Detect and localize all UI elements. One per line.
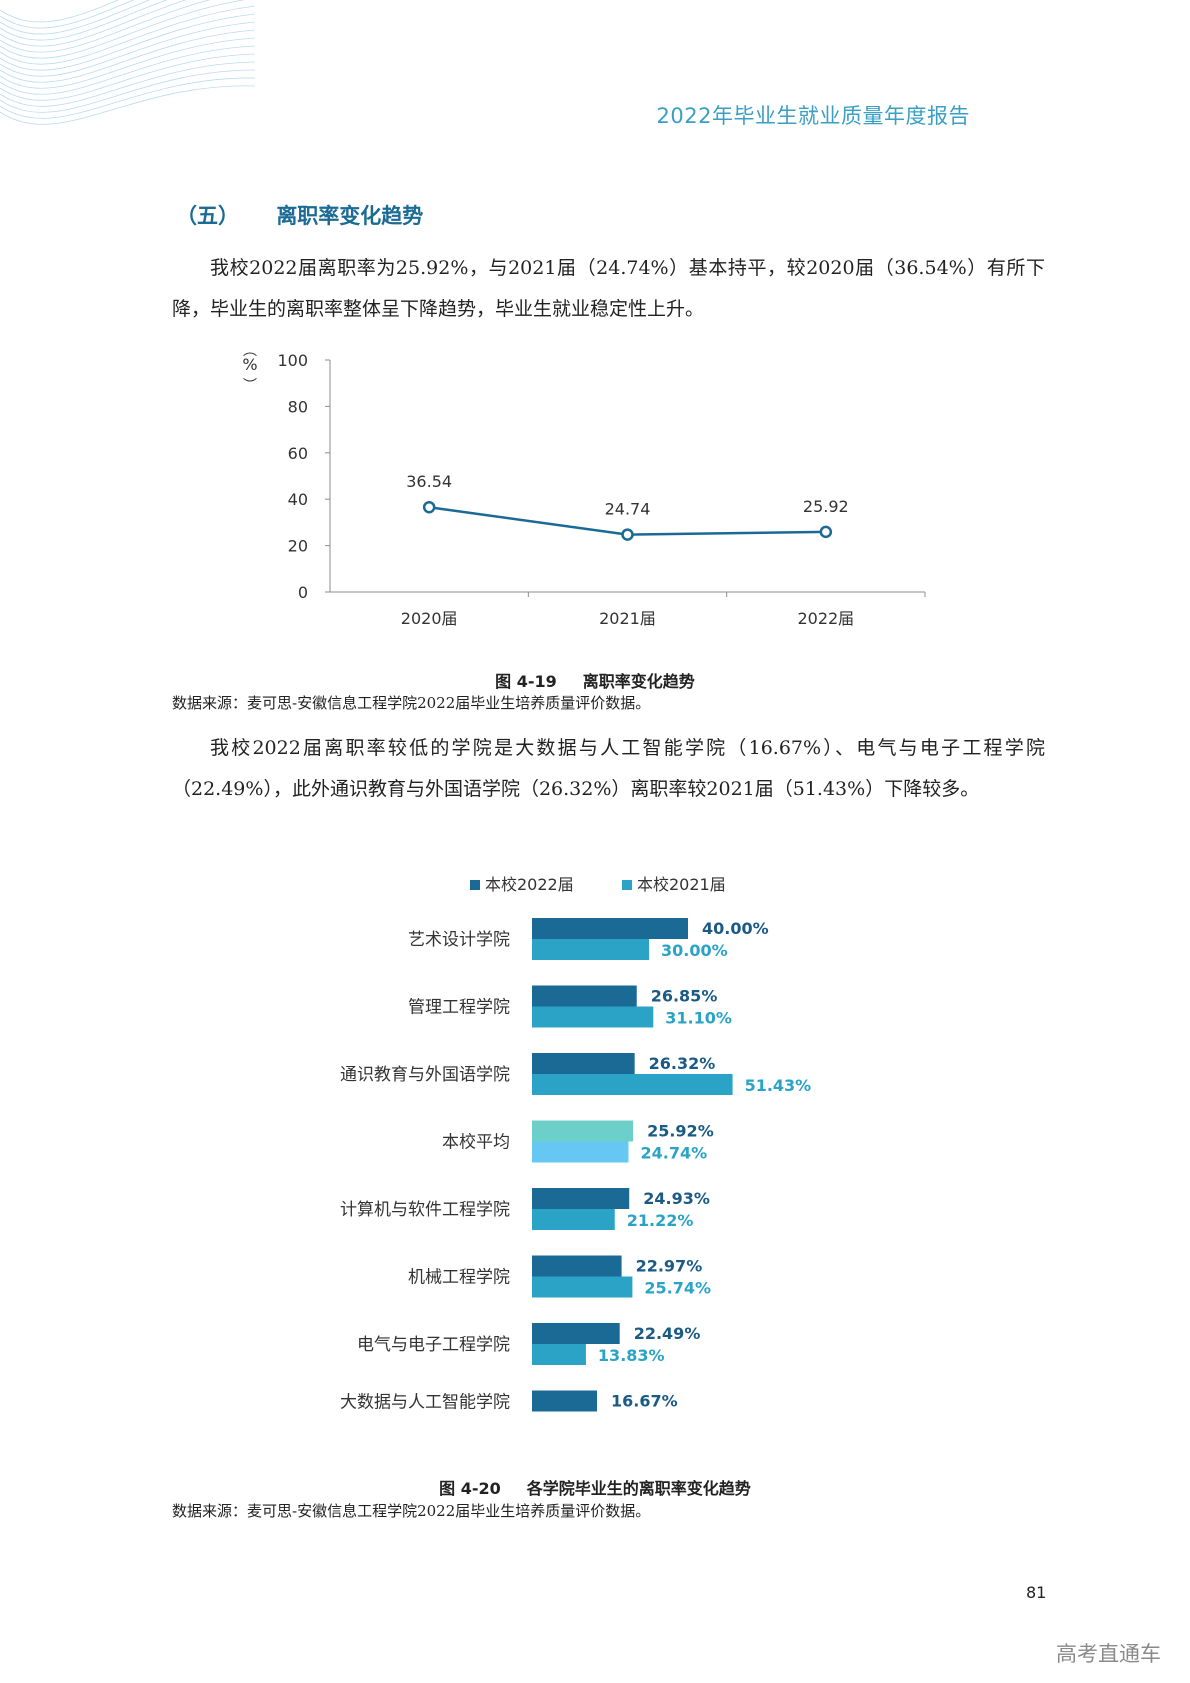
bar-2021-label: 25.74% xyxy=(644,1279,711,1298)
decoration-line xyxy=(0,61,256,107)
legend-label: 本校2022届 xyxy=(485,875,574,894)
legend-swatch xyxy=(470,880,480,890)
bar-2022 xyxy=(532,918,688,939)
bar-2021-label: 51.43% xyxy=(745,1076,812,1095)
bar-2022-label: 16.67% xyxy=(611,1392,678,1411)
bar-2022-label: 22.49% xyxy=(634,1324,701,1343)
decoration-line xyxy=(0,0,168,41)
y-axis-label-paren: ︶ xyxy=(243,378,257,394)
category-label: 艺术设计学院 xyxy=(408,930,510,950)
section-number: （五） xyxy=(176,204,239,228)
figure2-title: 各学院毕业生的离职率变化趋势 xyxy=(526,1479,751,1498)
page-number: 81 xyxy=(1026,1583,1047,1602)
figure1-source: 数据来源：麦可思-安徽信息工程学院2022届毕业生培养质量评价数据。 xyxy=(172,694,651,712)
y-axis-label-paren: ︵ xyxy=(243,343,257,359)
x-tick-label: 2020届 xyxy=(401,609,458,628)
data-label: 36.54 xyxy=(406,472,452,491)
bar-2021-label: 24.74% xyxy=(640,1144,707,1163)
bar-2021-label: 13.83% xyxy=(598,1346,665,1365)
decoration-line xyxy=(0,21,256,77)
category-label: 管理工程学院 xyxy=(408,998,510,1018)
header-title: 2022年毕业生就业质量年度报告 xyxy=(656,104,970,128)
y-tick-label: 0 xyxy=(298,583,308,602)
bar-2021 xyxy=(532,1209,615,1230)
bar-2021 xyxy=(532,1141,629,1163)
figure2-number: 图 4-20 xyxy=(439,1479,501,1498)
figure1-number: 图 4-19 xyxy=(495,672,557,691)
bar-2022-label: 24.93% xyxy=(643,1189,710,1208)
decoration-line xyxy=(0,77,256,119)
category-label: 电气与电子工程学院 xyxy=(357,1335,510,1355)
legend-label: 本校2021届 xyxy=(637,875,726,894)
y-tick-label: 40 xyxy=(288,490,308,509)
data-point xyxy=(621,528,634,541)
y-tick-label: 60 xyxy=(288,444,308,463)
y-tick-label: 100 xyxy=(277,351,308,370)
legend-swatch xyxy=(622,880,632,890)
decoration-line xyxy=(0,0,246,59)
bar-2022 xyxy=(532,1390,598,1412)
bar-2021-label: 31.10% xyxy=(665,1009,732,1028)
decoration-line xyxy=(0,29,256,83)
bar-2022 xyxy=(532,1053,635,1074)
decoration-line xyxy=(0,0,211,53)
paragraph-1: 我校2022届离职率为25.92%，与2021届（24.74%）基本持平，较20… xyxy=(172,257,1045,320)
bar-2022 xyxy=(532,1188,630,1209)
bar-2022-label: 40.00% xyxy=(702,919,769,938)
decoration-line xyxy=(0,45,256,95)
bar-2021 xyxy=(532,1344,586,1365)
bar-2021 xyxy=(532,1006,654,1028)
data-label: 25.92 xyxy=(803,497,849,516)
bar-2021-label: 30.00% xyxy=(661,941,728,960)
bar-2022 xyxy=(532,985,637,1007)
decoration-line xyxy=(0,0,120,23)
bar-2022 xyxy=(532,1255,622,1277)
section-title: （五） 离职率变化趋势 xyxy=(176,200,423,230)
decoration-line xyxy=(0,37,256,89)
bar-2022-label: 26.32% xyxy=(649,1054,716,1073)
header-decoration xyxy=(0,0,256,125)
category-label: 本校平均 xyxy=(442,1133,510,1153)
line-chart: 100 80 60 40 20 0%︵ ︶ 2020届 2021届 2022届 36.54 24.74… xyxy=(242,343,926,628)
data-label: 24.74 xyxy=(605,500,651,519)
category-label: 大数据与人工智能学院 xyxy=(340,1393,510,1413)
bar-2021 xyxy=(532,939,649,960)
decoration-line xyxy=(0,0,135,29)
decoration-line xyxy=(0,0,151,35)
category-label: 通识教育与外国语学院 xyxy=(340,1065,510,1085)
decoration-line xyxy=(0,69,256,113)
y-axis-label: % xyxy=(242,355,257,374)
paragraph-2: 我校2022届离职率较低的学院是大数据与人工智能学院（16.67%）、电气与电子… xyxy=(172,737,1045,800)
decoration-line xyxy=(0,13,256,71)
watermark: 高考直通车 xyxy=(1056,1642,1161,1666)
bar-2022-label: 22.97% xyxy=(636,1257,703,1276)
decoration-line xyxy=(0,53,256,101)
decoration-line xyxy=(0,0,187,47)
data-point xyxy=(422,500,436,514)
category-label: 机械工程学院 xyxy=(408,1268,510,1288)
bar-2022-label: 25.92% xyxy=(647,1122,714,1141)
x-tick-label: 2022届 xyxy=(797,609,854,628)
figure2-caption: 图 4-20 各学院毕业生的离职率变化趋势 xyxy=(0,1475,1190,1499)
decoration-line xyxy=(0,85,256,125)
figure1-caption: 图 4-19 离职率变化趋势 xyxy=(0,668,1190,692)
bar-2022 xyxy=(532,1120,634,1142)
decoration-line xyxy=(0,5,256,65)
x-tick-label: 2021届 xyxy=(599,609,656,628)
figure1-title: 离职率变化趋势 xyxy=(582,672,695,691)
data-point xyxy=(819,525,833,539)
y-tick-label: 80 xyxy=(288,397,308,416)
section-title-text: 离职率变化趋势 xyxy=(276,204,424,228)
category-label: 计算机与软件工程学院 xyxy=(340,1200,510,1220)
bar-2021-label: 21.22% xyxy=(627,1211,694,1230)
y-tick-label: 20 xyxy=(288,537,308,556)
bar-2022 xyxy=(532,1323,620,1344)
bar-2021 xyxy=(532,1276,633,1298)
bar-2021 xyxy=(532,1074,733,1095)
bar-2022-label: 26.85% xyxy=(651,987,718,1006)
figure2-source: 数据来源：麦可思-安徽信息工程学院2022届毕业生培养质量评价数据。 xyxy=(172,1502,651,1520)
